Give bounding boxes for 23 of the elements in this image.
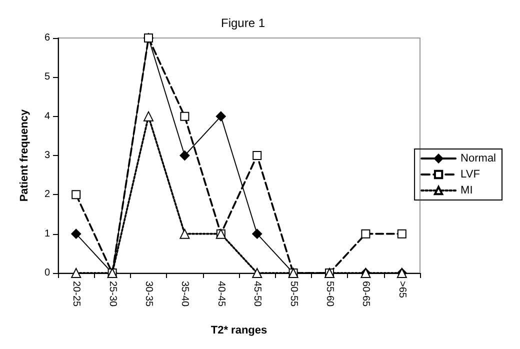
x-tick-label: 20-25 [70,281,82,308]
legend-label: LVF [460,168,480,180]
legend-label: MI [460,184,473,196]
y-tick-label: 3 [44,150,50,161]
x-tick-label: >65 [396,281,408,298]
x-tick-label: 45-50 [252,281,263,308]
x-tick-label: 35-40 [179,281,190,308]
y-tick-label: 2 [44,189,50,200]
x-tick-label: 50-55 [288,281,299,308]
y-tick-label: 4 [44,110,50,122]
y-tick-label: 1 [44,228,50,240]
x-tick-label: 40-45 [215,281,226,308]
y-tick-label: 0 [44,268,50,278]
x-axis-title: T2* ranges [210,324,268,336]
x-tick-label: 55-60 [324,281,335,308]
y-tick-label: 6 [44,32,50,44]
chart-title: Figure 1 [220,16,266,30]
y-tick-label: 5 [44,72,50,83]
x-tick-label: 30-35 [143,281,154,308]
y-axis-title: Patient frequency [18,108,30,202]
x-tick-label: 60-65 [360,281,372,308]
x-tick-label: 25-30 [106,281,118,308]
legend-label: Normal [460,152,496,164]
